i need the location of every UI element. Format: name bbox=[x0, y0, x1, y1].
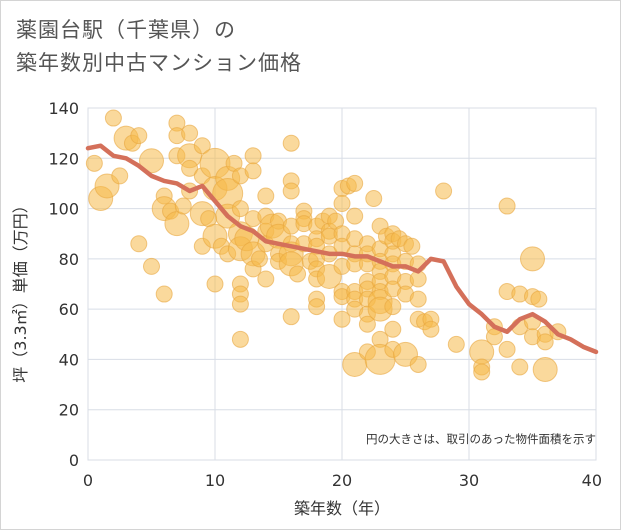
y-tick-label: 40 bbox=[59, 350, 79, 369]
data-bubble bbox=[333, 195, 351, 213]
size-note: 円の大きさは、取引のあった物件面積を示す bbox=[366, 432, 596, 446]
data-bubble bbox=[358, 315, 376, 333]
data-bubble bbox=[409, 355, 427, 373]
data-bubble bbox=[447, 335, 465, 353]
data-bubble bbox=[511, 358, 529, 376]
data-bubble bbox=[498, 340, 516, 358]
x-tick-label: 40 bbox=[582, 471, 602, 490]
data-bubble bbox=[155, 285, 173, 303]
x-tick-label: 30 bbox=[459, 471, 479, 490]
data-bubble bbox=[435, 182, 453, 200]
data-bubble bbox=[282, 308, 300, 326]
data-bubble bbox=[143, 257, 160, 275]
data-bubble bbox=[498, 197, 516, 215]
data-bubble bbox=[181, 124, 199, 142]
data-bubble bbox=[231, 330, 249, 348]
data-bubble bbox=[384, 298, 402, 316]
data-bubble bbox=[181, 159, 199, 177]
title-line-1: 薬園台駅（千葉県）の bbox=[16, 18, 236, 42]
data-bubble bbox=[530, 290, 548, 308]
data-bubble bbox=[164, 211, 190, 237]
data-bubble bbox=[308, 298, 326, 316]
y-tick-label: 140 bbox=[48, 99, 79, 118]
data-bubble bbox=[403, 237, 421, 255]
data-bubble bbox=[536, 333, 554, 351]
title-line-2: 築年数別中古マンション価格 bbox=[16, 51, 302, 75]
y-tick-label: 120 bbox=[48, 149, 79, 168]
tick-labels: 0 20 40 60 80 100 120 140 0 10 20 30 40 bbox=[48, 99, 602, 490]
y-tick-label: 80 bbox=[59, 250, 79, 269]
bubble-layer bbox=[85, 109, 567, 382]
chart-title: 薬園台駅（千葉県）の 築年数別中古マンション価格 bbox=[16, 14, 302, 80]
data-bubble bbox=[130, 235, 148, 253]
data-bubble bbox=[257, 187, 275, 205]
data-bubble bbox=[289, 265, 307, 283]
data-bubble bbox=[520, 246, 545, 272]
data-bubble bbox=[473, 363, 491, 381]
x-tick-label: 0 bbox=[83, 471, 93, 490]
data-bubble bbox=[139, 148, 164, 174]
data-bubble bbox=[231, 295, 249, 313]
data-bubble bbox=[111, 167, 129, 185]
data-bubble bbox=[193, 137, 211, 155]
y-axis-label: 坪（3.3㎡）単価（万円） bbox=[11, 197, 30, 382]
x-tick-label: 20 bbox=[332, 471, 352, 490]
data-bubble bbox=[85, 154, 103, 172]
data-bubble bbox=[130, 127, 148, 145]
data-bubble bbox=[174, 197, 192, 215]
data-bubble bbox=[244, 147, 262, 165]
data-bubble bbox=[384, 320, 402, 338]
y-tick-label: 0 bbox=[69, 451, 79, 470]
data-bubble bbox=[206, 275, 224, 293]
trend-line bbox=[85, 143, 599, 355]
data-bubble bbox=[333, 310, 351, 328]
data-bubble bbox=[250, 250, 268, 268]
data-bubble bbox=[282, 182, 300, 200]
y-tick-label: 60 bbox=[59, 300, 79, 319]
data-bubble bbox=[282, 134, 300, 152]
data-bubble bbox=[257, 270, 275, 288]
trend-layer bbox=[85, 143, 599, 355]
data-bubble bbox=[422, 320, 440, 338]
data-bubble bbox=[409, 290, 427, 308]
data-bubble bbox=[104, 109, 122, 127]
data-bubble bbox=[365, 190, 383, 208]
data-bubble bbox=[244, 162, 262, 180]
y-tick-label: 100 bbox=[48, 200, 79, 219]
data-bubble bbox=[346, 207, 364, 225]
data-bubble bbox=[532, 356, 558, 382]
y-tick-label: 20 bbox=[59, 401, 79, 420]
data-bubble bbox=[346, 174, 364, 192]
x-axis-label: 築年数（年） bbox=[294, 499, 390, 518]
data-bubble bbox=[231, 200, 249, 218]
x-tick-label: 10 bbox=[205, 471, 225, 490]
